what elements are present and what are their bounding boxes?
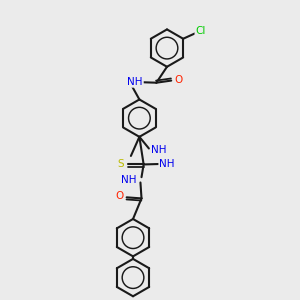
Text: NH: NH <box>128 77 143 87</box>
Text: NH: NH <box>159 159 175 169</box>
Text: Cl: Cl <box>195 26 206 36</box>
Text: S: S <box>117 159 124 169</box>
Text: O: O <box>175 74 183 85</box>
Text: NH: NH <box>121 176 136 185</box>
Text: O: O <box>115 191 123 201</box>
Text: NH: NH <box>151 145 166 154</box>
